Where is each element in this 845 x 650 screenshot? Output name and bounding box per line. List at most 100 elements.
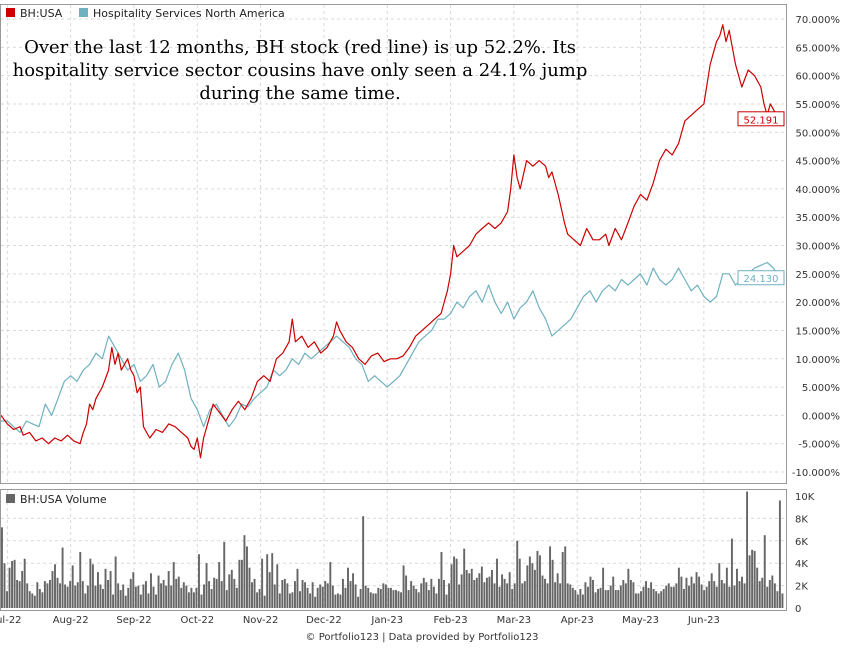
volume-bar [182, 582, 185, 608]
volume-bar [556, 573, 559, 608]
x-tick-label: Feb-23 [434, 615, 468, 626]
volume-bar [160, 583, 163, 608]
volume-bar [584, 582, 587, 608]
volume-bar [410, 581, 413, 608]
volume-bar [243, 535, 246, 608]
main-y-axis-ticks: 70.000% 65.000% 60.000% 55.000% 50.000% 45.00… [792, 15, 840, 479]
volume-bar [89, 558, 92, 608]
volume-bar [165, 585, 168, 608]
main-y-tick-label: 0.000% [802, 411, 840, 422]
volume-bar [266, 554, 269, 608]
volume-bar [369, 592, 372, 608]
volume-bar [26, 583, 29, 608]
volume-bar [316, 587, 319, 608]
volume-bar [443, 580, 445, 608]
volume-bar [518, 558, 521, 608]
volume-bar [309, 593, 312, 608]
volume-bar [607, 590, 610, 608]
volume-bar [127, 587, 130, 608]
volume-bar [526, 565, 529, 608]
volume-bar [493, 583, 496, 608]
volume-bar [688, 585, 690, 608]
x-tick-label: Aug-22 [53, 615, 89, 626]
x-tick-label: Dec-22 [306, 615, 342, 626]
main-y-tick-label: 65.000% [796, 43, 841, 54]
annotation-line-1: Over the last 12 months, BH stock (red l… [24, 37, 576, 58]
volume-bar [256, 592, 259, 608]
volume-y-tick-label: 6K [795, 537, 808, 548]
volume-bar [291, 592, 294, 608]
volume-bar [665, 585, 668, 608]
volume-bar [531, 563, 534, 608]
volume-bar [781, 593, 784, 608]
volume-bar [538, 555, 541, 608]
main-chart-grid [1, 5, 786, 483]
bh-last-value-label: 52.191 [744, 115, 779, 126]
volume-bar [31, 593, 34, 608]
volume-bar [51, 571, 54, 608]
volume-bar [170, 585, 173, 608]
volume-bar [491, 569, 493, 608]
volume-bar [301, 580, 304, 608]
volume-bar [508, 572, 511, 608]
volume-bar [523, 581, 526, 608]
volume-bar [405, 575, 408, 608]
main-y-tick-label: 70.000% [796, 15, 841, 26]
volume-bar [195, 587, 198, 608]
volume-bar [258, 588, 261, 608]
volume-bar [599, 587, 602, 608]
volume-bar [427, 590, 430, 608]
legend-label-volume: BH:USA Volume [20, 493, 107, 506]
volume-bar [695, 572, 698, 608]
main-y-tick-label: -5.000% [798, 440, 840, 451]
volume-bar [407, 590, 410, 608]
sector-last-value-box [737, 270, 785, 286]
volume-bar [334, 594, 337, 608]
volume-bar [357, 596, 360, 608]
volume-bar [261, 558, 264, 608]
volume-y-tick-label: 0 [795, 604, 801, 615]
volume-bar [276, 564, 279, 608]
volume-bar [94, 585, 97, 608]
volume-bar [1, 527, 3, 608]
volume-bar [271, 553, 274, 608]
volume-bar [311, 582, 314, 608]
volume-bar [629, 580, 632, 608]
volume-bar [6, 591, 8, 608]
volume-bar [81, 581, 84, 608]
volume-bar [215, 578, 218, 608]
volume-bar [306, 587, 309, 608]
main-y-tick-label: 5.000% [802, 383, 840, 394]
volume-bar [132, 572, 135, 608]
legend-swatch-volume [6, 494, 15, 503]
volume-bar [670, 586, 673, 608]
volume-bar [771, 575, 774, 608]
x-tick-label: Oct-22 [180, 615, 214, 626]
volume-bar [384, 584, 387, 608]
volume-bar [541, 575, 544, 608]
volume-bar [645, 581, 648, 608]
volume-bar [71, 565, 74, 608]
volume-bar [498, 586, 501, 608]
volume-bar [21, 571, 24, 608]
volume-bar [657, 593, 660, 608]
volume-bar [586, 586, 589, 608]
volume-bar [544, 578, 546, 608]
volume-bar [463, 548, 466, 608]
volume-bar [571, 587, 574, 608]
volume-bar [579, 588, 582, 608]
volume-bar [720, 580, 723, 608]
volume-bar [468, 573, 471, 608]
annotation-line-3: during the same time. [199, 83, 400, 104]
volume-bar [263, 595, 266, 608]
volume-bar [220, 581, 223, 608]
volume-bar [778, 500, 781, 608]
volume-bar [41, 592, 44, 608]
volume-bar [150, 573, 152, 608]
volume-bar [730, 538, 733, 608]
volume-bar [374, 593, 377, 608]
volume-bar [503, 578, 506, 608]
volume-bar [761, 577, 764, 608]
volume-bar [122, 584, 125, 608]
volume-bar [602, 567, 605, 608]
